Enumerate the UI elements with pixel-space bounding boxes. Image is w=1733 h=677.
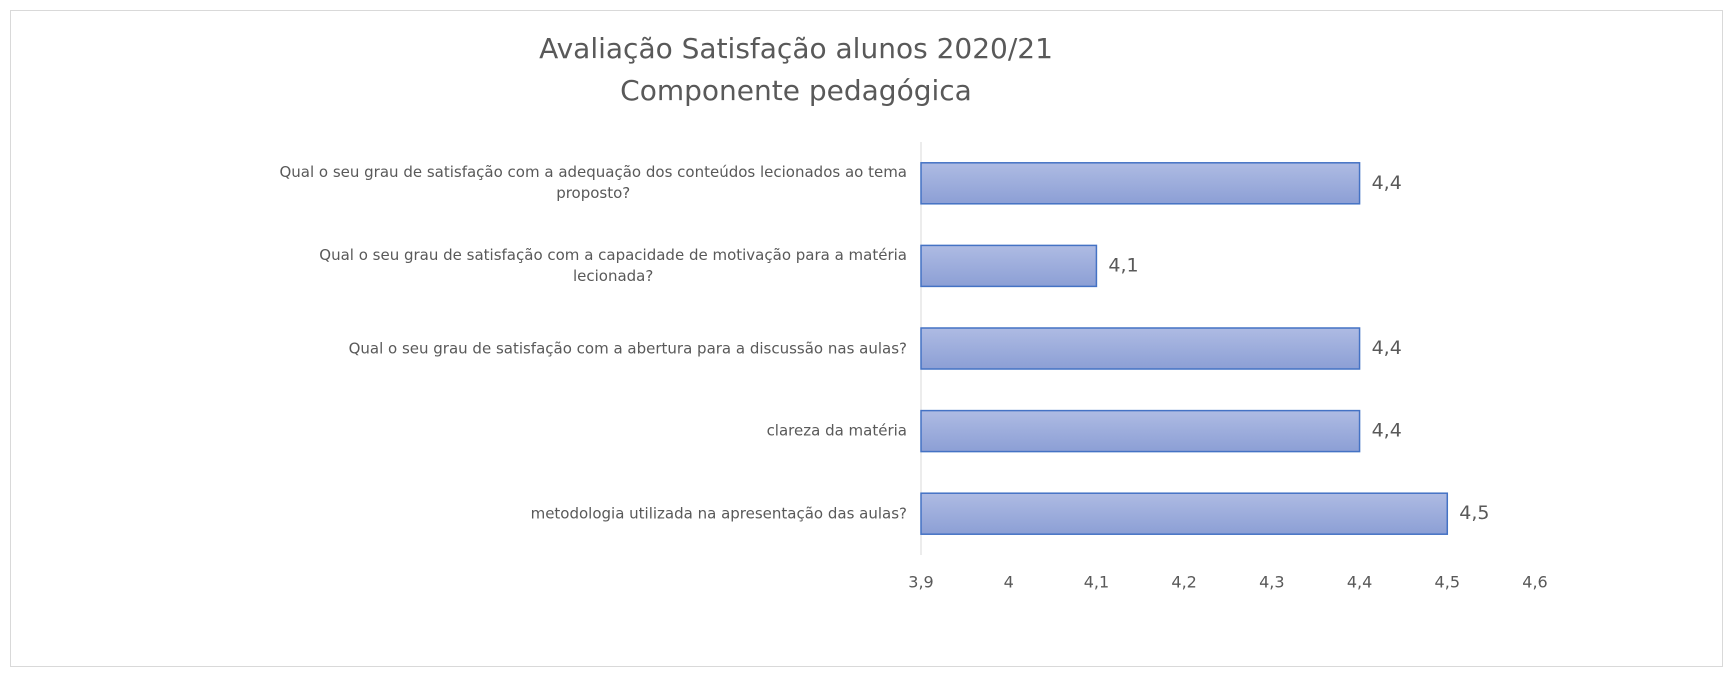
category-label-box: Qual o seu grau de satisfação com a capa… xyxy=(7,245,907,287)
bar xyxy=(920,244,1098,288)
value-label: 4,4 xyxy=(1372,172,1402,194)
category-label-box: metodologia utilizada na apresentação da… xyxy=(7,503,907,524)
x-tick-label: 4,4 xyxy=(1347,573,1372,592)
x-tick-label: 4 xyxy=(1004,573,1014,592)
y-tick-label: Qual o seu grau de satisfação com a capa… xyxy=(319,245,907,285)
value-label: 4,1 xyxy=(1108,254,1138,276)
x-tick-label: 4,6 xyxy=(1522,573,1547,592)
bar xyxy=(920,409,1361,453)
y-tick-label: clareza da matéria xyxy=(766,421,907,440)
bar xyxy=(920,162,1361,205)
category-label-box: Qual o seu grau de satisfação com a aber… xyxy=(7,338,907,359)
value-label: 4,4 xyxy=(1372,420,1402,442)
y-tick-label: Qual o seu grau de satisfação com a adeq… xyxy=(279,163,907,203)
x-tick-label: 4,2 xyxy=(1171,573,1196,592)
y-tick-label: metodologia utilizada na apresentação da… xyxy=(530,504,907,523)
x-tick-label: 4,3 xyxy=(1259,573,1284,592)
bar xyxy=(920,492,1449,535)
x-tick-label: 4,1 xyxy=(1084,573,1109,592)
chart-title: Avaliação Satisfação alunos 2020/21 xyxy=(539,32,1053,65)
chart-subtitle: Componente pedagógica xyxy=(620,74,972,107)
chart-frame xyxy=(10,10,1723,667)
value-label: 4,4 xyxy=(1372,337,1402,359)
x-tick-label: 4,5 xyxy=(1435,573,1460,592)
value-label: 4,5 xyxy=(1459,502,1489,524)
category-label-box: clareza da matéria xyxy=(7,421,907,442)
bar xyxy=(920,327,1361,370)
y-tick-label: Qual o seu grau de satisfação com a aber… xyxy=(348,339,907,357)
x-tick-label: 3,9 xyxy=(908,573,933,592)
category-label-box: Qual o seu grau de satisfação com a adeq… xyxy=(7,162,907,204)
